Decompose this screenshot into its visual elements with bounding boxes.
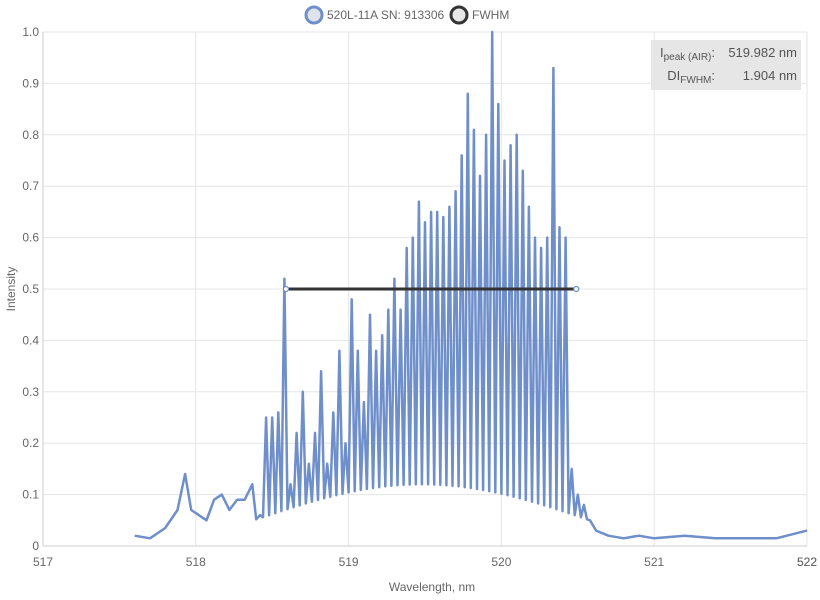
- x-tick-label: 521: [644, 555, 664, 569]
- legend-label: 520L-11A SN: 913306: [327, 8, 445, 22]
- fwhm-label-sub: FWHM: [680, 75, 712, 86]
- fwhm-endpoint: [282, 285, 290, 293]
- series-line-spectrum: [134, 30, 808, 540]
- peak-label: Ipeak (AIR):: [659, 45, 715, 63]
- legend-item[interactable]: FWHM: [449, 5, 509, 25]
- fwhm-label: DIFWHM:: [667, 68, 715, 86]
- peak-label-sub: peak (AIR): [663, 52, 712, 63]
- x-tick-label: 522: [797, 555, 817, 569]
- axes: 0 0.1 0.2 0.3 0.4 0.5 0.6 0.7 0.8 0.9 1.0 517 518 519…: [22, 25, 817, 569]
- peak-row: Ipeak (AIR): 519.982 nm: [651, 42, 801, 64]
- x-tick-label: 517: [33, 555, 53, 569]
- x-tick-label: 520: [491, 555, 511, 569]
- legend[interactable]: 520L-11A SN: 913306 FWHM: [304, 5, 509, 25]
- legend-label: FWHM: [472, 8, 509, 22]
- legend-marker: [449, 5, 469, 25]
- legend-marker: [304, 5, 324, 25]
- y-tick-label: 0.3: [22, 385, 39, 399]
- y-tick-label: 0: [32, 539, 39, 553]
- peak-label-main: I: [659, 45, 664, 60]
- y-tick-label: 0.9: [22, 76, 39, 90]
- x-axis-title: Wavelength, nm: [389, 580, 475, 594]
- fwhm-row: DIFWHM: 1.904 nm: [651, 65, 801, 87]
- x-tick-label: 522: [797, 555, 817, 569]
- legend-item[interactable]: 520L-11A SN: 913306: [304, 5, 445, 25]
- series-layer: [134, 30, 808, 540]
- y-tick-label: 0.6: [22, 231, 39, 245]
- y-tick-label: 0.1: [22, 488, 39, 502]
- x-tick-label: 519: [339, 555, 359, 569]
- fwhm-endpoint: [573, 285, 580, 293]
- x-tick-label: 518: [186, 555, 206, 569]
- y-tick-label: 0.8: [22, 128, 39, 142]
- y-tick-label: 1.0: [22, 25, 39, 39]
- y-tick-label: 0.4: [22, 333, 39, 347]
- fwhm-label-main: DI: [667, 68, 681, 83]
- y-tick-label: 0.2: [22, 436, 39, 450]
- y-tick-label: 0.7: [22, 179, 39, 193]
- fwhm-value: 1.904 nm: [742, 68, 797, 83]
- peak-value: 519.982 nm: [728, 45, 797, 60]
- peak-info-box: Ipeak (AIR): 519.982 nm DIFWHM: 1.904 nm: [651, 40, 801, 90]
- y-axis-title: Intensity: [4, 267, 18, 312]
- y-tick-label: 0.5: [22, 282, 39, 296]
